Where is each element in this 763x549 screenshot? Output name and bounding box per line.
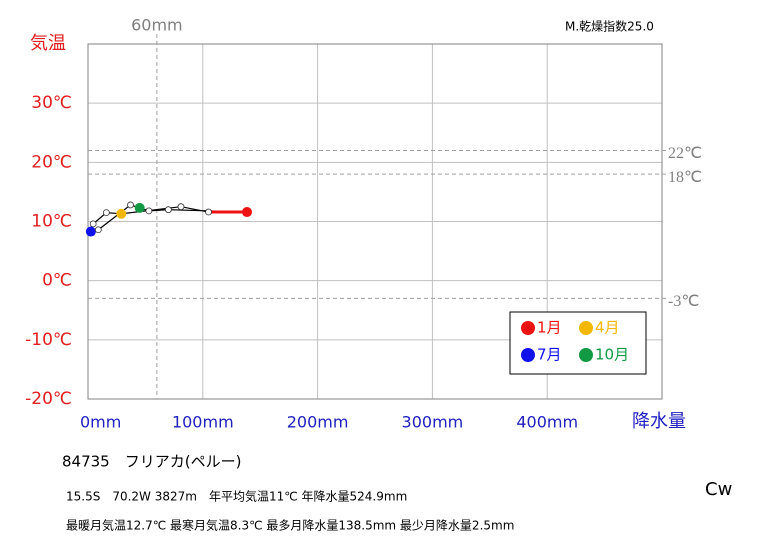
legend-marker xyxy=(521,348,535,362)
month-point xyxy=(177,203,185,211)
month-point xyxy=(89,220,97,228)
info: 最暖月気温12.7℃ 最寒月気温8.3℃ 最多月降水量138.5mm 最少月降水… xyxy=(66,518,514,533)
y-tick-label: -10℃ xyxy=(25,330,72,350)
x-tick-label: 100mm xyxy=(172,413,234,432)
month-point xyxy=(164,206,172,214)
y-tick-label: 30℃ xyxy=(31,93,72,113)
reference-label: 18℃ xyxy=(668,169,702,186)
legend-marker xyxy=(579,321,593,335)
x-tick-label: 400mm xyxy=(516,413,578,432)
month-point xyxy=(102,209,110,217)
legend xyxy=(509,311,647,375)
climate-type: Cw xyxy=(705,479,732,500)
month-point xyxy=(116,208,127,219)
reference-label: 22℃ xyxy=(668,145,702,162)
x-axis-label: 降水量 xyxy=(632,411,686,432)
y-tick-label: 20℃ xyxy=(31,152,72,172)
y-tick-label: 10℃ xyxy=(31,212,72,232)
x-tick-label: 0mm xyxy=(80,413,121,432)
legend-marker xyxy=(521,321,535,335)
legend-label: 4月 xyxy=(595,319,620,337)
x-tick-label: 200mm xyxy=(287,413,349,432)
month-point xyxy=(134,202,145,213)
index-label: M.乾燥指数25.0 xyxy=(565,19,654,34)
y-tick-label: -20℃ xyxy=(25,389,72,409)
info: 15.5S 70.2W 3827m 年平均気温11℃ 年降水量524.9mm xyxy=(66,489,407,504)
plot-frame xyxy=(87,43,663,400)
month-point xyxy=(241,207,252,218)
month-point xyxy=(127,201,134,209)
reference-label: -3℃ xyxy=(668,293,699,310)
x-tick-label: 300mm xyxy=(402,413,464,432)
legend-label: 10月 xyxy=(595,346,629,364)
y-tick-label: 0℃ xyxy=(42,271,72,291)
legend-label: 1月 xyxy=(537,319,562,337)
legend-label: 7月 xyxy=(537,346,562,364)
y-axis-label: 気温 xyxy=(30,33,66,54)
month-point xyxy=(205,208,212,216)
month-point xyxy=(85,226,96,237)
month-point xyxy=(145,207,153,215)
month-point xyxy=(94,226,102,234)
legend-marker xyxy=(579,348,593,362)
station: 84735 フリアカ(ペルー) xyxy=(62,453,241,471)
reference-label: 60mm xyxy=(131,16,183,35)
